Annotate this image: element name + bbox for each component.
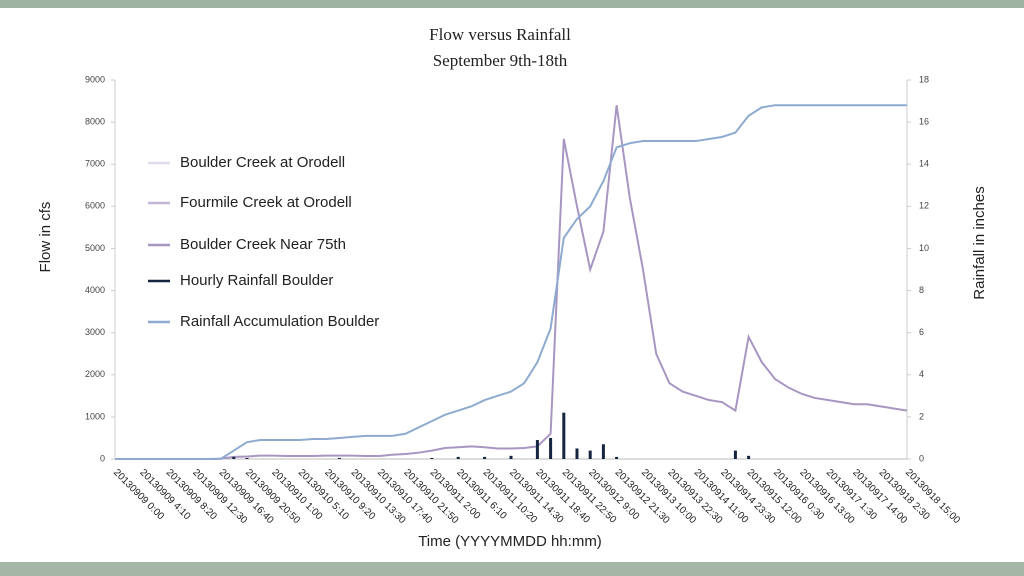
bar — [245, 457, 249, 459]
bar — [588, 450, 592, 459]
chart-title: Flow versus Rainfall — [429, 25, 571, 44]
bar — [509, 455, 513, 459]
bar — [615, 456, 619, 459]
legend-label: Rainfall Accumulation Boulder — [180, 313, 379, 330]
bar — [549, 437, 553, 459]
y-tick-label: 9000 — [85, 74, 105, 84]
y2-tick-label: 2 — [919, 411, 924, 421]
y-tick-label: 1000 — [85, 411, 105, 421]
bottom-strip — [0, 562, 1024, 576]
legend-label: Fourmile Creek at Orodell — [180, 194, 352, 211]
bar — [733, 450, 737, 459]
y-axis-label: Flow in cfs — [37, 202, 54, 273]
legend-label: Hourly Rainfall Boulder — [180, 272, 333, 289]
y-tick-label: 3000 — [85, 327, 105, 337]
y2-tick-label: 6 — [919, 327, 924, 337]
y-tick-label: 6000 — [85, 201, 105, 211]
bar — [601, 444, 605, 459]
y-tick-label: 5000 — [85, 243, 105, 253]
legend-label: Boulder Creek Near 75th — [180, 236, 346, 253]
y2-tick-label: 10 — [919, 243, 929, 253]
y2-tick-label: 18 — [919, 74, 929, 84]
bar — [575, 448, 579, 459]
line — [115, 104, 907, 460]
y-tick-label: 7000 — [85, 159, 105, 169]
bar — [337, 457, 341, 459]
y-tick-label: 0 — [100, 453, 105, 463]
y-tick-label: 2000 — [85, 369, 105, 379]
y-tick-label: 8000 — [85, 116, 105, 126]
bar — [456, 456, 460, 459]
top-strip — [0, 0, 1024, 8]
y-tick-label: 4000 — [85, 285, 105, 295]
y2-tick-label: 8 — [919, 285, 924, 295]
bar — [232, 456, 236, 459]
chart-subtitle: September 9th-18th — [433, 51, 568, 70]
bar — [483, 456, 487, 459]
line — [115, 105, 908, 460]
y2-tick-label: 0 — [919, 453, 924, 463]
bar — [562, 412, 566, 459]
y2-axis-label: Rainfall in inches — [971, 186, 988, 299]
bar — [535, 440, 539, 459]
y2-tick-label: 16 — [919, 116, 929, 126]
legend-label: Boulder Creek at Orodell — [180, 154, 345, 171]
y2-tick-label: 4 — [919, 369, 924, 379]
x-axis-label: Time (YYYYMMDD hh:mm) — [418, 533, 602, 550]
y2-tick-label: 12 — [919, 201, 929, 211]
bar — [430, 457, 434, 459]
y2-tick-label: 14 — [919, 159, 929, 169]
bar — [747, 455, 751, 459]
